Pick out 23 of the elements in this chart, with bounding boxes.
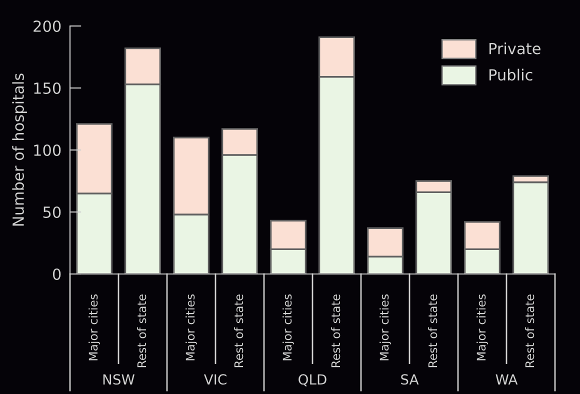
x-tick-label: Rest of state (331, 294, 340, 368)
x-tick-label: Major cities (282, 294, 294, 360)
text: VIC (204, 374, 226, 385)
text: QLD (298, 374, 326, 386)
text: NSW (103, 374, 135, 385)
x-tick-label: Major cities (88, 294, 100, 360)
x-tick-label: Major cities (476, 294, 488, 360)
y-axis-title: Number of hospitals (12, 74, 27, 226)
x-tick-label: Major cities (186, 294, 197, 360)
text: SA (401, 374, 419, 385)
y-tick-label: 200 (34, 20, 61, 32)
x-tick-label: Rest of state (525, 294, 534, 368)
y-tick-label: 150 (34, 82, 61, 94)
y-tick-label: 0 (52, 268, 61, 280)
x-tick-label: Rest of state (137, 294, 146, 368)
legend-label: Public (489, 68, 532, 81)
legend-label: Private (489, 42, 540, 54)
x-tick-label: Rest of state (428, 294, 438, 368)
x-tick-label: Rest of state (234, 294, 244, 368)
x-tick-label: Major cities (380, 294, 391, 360)
text: WA (496, 374, 518, 384)
y-tick-label: 100 (34, 144, 61, 156)
y-tick-label: 50 (43, 206, 61, 218)
